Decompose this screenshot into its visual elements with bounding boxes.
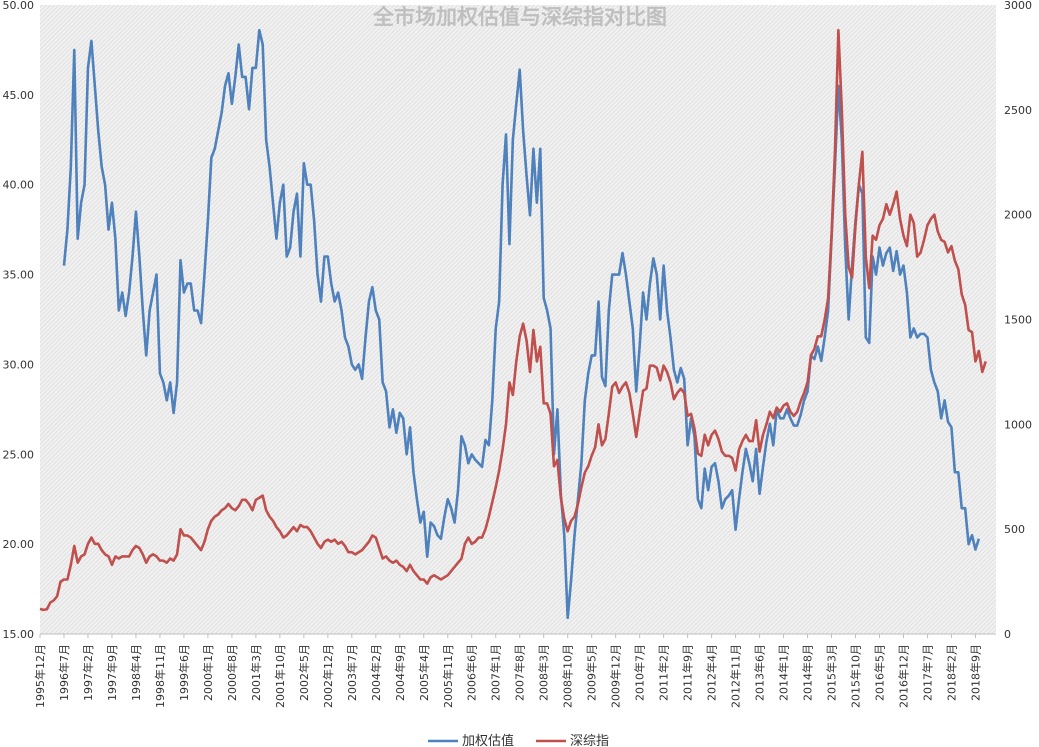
left-tick-label: 40.00 — [3, 179, 35, 192]
x-tick-label: 1998年11月 — [153, 644, 167, 708]
x-tick-label: 2005年4月 — [417, 644, 431, 701]
x-tick-label: 2002年5月 — [297, 644, 311, 701]
right-tick-label: 1500 — [1004, 314, 1032, 327]
left-tick-label: 15.00 — [3, 628, 35, 641]
x-tick-label: 2016年5月 — [872, 644, 886, 701]
x-tick-label: 1996年7月 — [57, 644, 71, 701]
series-lines — [39, 28, 987, 620]
legend: 加权估值 深综指 — [428, 733, 609, 747]
x-tick-label: 2009年12月 — [609, 644, 623, 708]
x-tick-label: 2004年2月 — [369, 644, 383, 701]
left-tick-label: 50.00 — [3, 0, 35, 12]
x-tick-label: 2018年2月 — [944, 644, 958, 701]
x-tick-label: 2018年9月 — [968, 644, 982, 701]
x-tick-label: 2012年11月 — [729, 644, 743, 708]
right-tick-label: 3000 — [1004, 0, 1032, 12]
chart-title: 全市场加权估值与深综指对比图 — [372, 4, 667, 29]
x-tick-label: 2003年7月 — [345, 644, 359, 701]
x-tick-label: 2009年5月 — [585, 644, 599, 701]
x-tick-label: 2015年3月 — [825, 644, 839, 701]
x-tick-label: 2005年11月 — [441, 644, 455, 708]
left-tick-label: 25.00 — [3, 448, 35, 461]
x-tick-label: 2015年10月 — [849, 644, 863, 708]
x-tick-label: 2011年2月 — [657, 644, 671, 701]
x-tick-label: 2001年3月 — [249, 644, 263, 701]
x-tick-label: 2004年9月 — [393, 644, 407, 701]
left-tick-label: 45.00 — [3, 89, 35, 102]
left-y-axis: 15.00 20.00 25.00 30.00 35.00 40.00 45.00 50.00 — [3, 0, 35, 641]
x-tick-label: 2014年1月 — [777, 644, 791, 701]
x-tick-label: 1997年9月 — [105, 644, 119, 701]
right-y-axis: 0 500 1000 1500 2000 2500 3000 — [1004, 0, 1032, 641]
legend-label-1: 加权估值 — [462, 733, 514, 747]
x-tick-label: 1998年4月 — [129, 644, 143, 701]
x-tick-label: 2013年6月 — [753, 644, 767, 701]
x-tick-label: 2017年7月 — [920, 644, 934, 701]
right-tick-label: 0 — [1004, 628, 1011, 641]
x-tick-label: 2016年12月 — [896, 644, 910, 708]
left-tick-label: 35.00 — [3, 269, 35, 282]
x-tick-label: 2002年12月 — [321, 644, 335, 708]
x-tick-label: 1999年6月 — [177, 644, 191, 701]
x-tick-label: 2001年10月 — [273, 644, 287, 708]
x-tick-label: 2011年9月 — [681, 644, 695, 701]
x-tick-label: 2014年8月 — [801, 644, 815, 701]
x-axis: 1995年12月 1996年7月 1997年2月 1997年9月 1998年4月 1998… — [33, 634, 982, 708]
x-tick-label: 2007年8月 — [513, 644, 527, 701]
left-tick-label: 30.00 — [3, 358, 35, 371]
x-tick-label: 1995年12月 — [33, 644, 47, 708]
x-tick-label: 2010年7月 — [633, 644, 647, 701]
series-line-2 — [39, 28, 987, 612]
x-tick-label: 1997年2月 — [81, 644, 95, 701]
x-tick-label: 2007年1月 — [489, 644, 503, 701]
x-tick-label: 2006年6月 — [465, 644, 479, 701]
series-line-1 — [62, 28, 981, 620]
right-tick-label: 2500 — [1004, 104, 1032, 117]
x-tick-label: 2008年10月 — [561, 644, 575, 708]
right-tick-label: 2000 — [1004, 209, 1032, 222]
right-tick-label: 500 — [1004, 523, 1025, 536]
x-tick-label: 2012年4月 — [705, 644, 719, 701]
legend-label-2: 深综指 — [570, 734, 609, 747]
x-tick-label: 2000年8月 — [225, 644, 239, 701]
x-tick-label: 2008年3月 — [537, 644, 551, 701]
left-tick-label: 20.00 — [3, 538, 35, 551]
right-tick-label: 1000 — [1004, 418, 1032, 431]
x-tick-label: 2000年1月 — [201, 644, 215, 701]
